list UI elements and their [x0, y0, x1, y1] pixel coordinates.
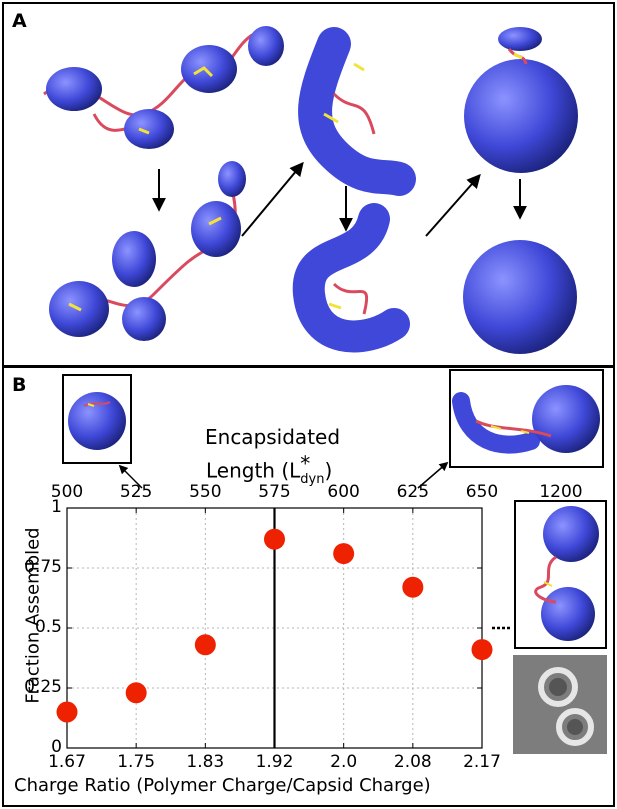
y-tick-label: 0.5: [34, 617, 62, 637]
top-axis-title-sub: dyn: [300, 471, 325, 487]
top-tick-label: 575: [258, 482, 291, 502]
capsid-image: [68, 392, 126, 450]
y-tick-label: 0.25: [24, 677, 62, 697]
top-tick-label: 525: [119, 482, 153, 502]
y-axis-title: Fraction Assembled: [22, 527, 44, 704]
top-axis-title-sup: *: [300, 451, 311, 475]
top-tick-label: 600: [327, 482, 360, 502]
x-tick-label: 1.67: [48, 752, 86, 772]
panel-a-label: A: [12, 10, 27, 32]
two-capsids-image: [534, 506, 599, 641]
x-tick-label: 1.83: [186, 752, 225, 772]
y-tick-label: 0: [51, 737, 62, 757]
top-tick-label: 625: [396, 482, 430, 502]
x-axis-title: Charge Ratio (Polymer Charge/Capsid Char…: [14, 775, 431, 796]
stage-near-complete: [292, 203, 410, 353]
y-tick-label: 0.75: [24, 557, 62, 577]
micrograph-image: [513, 655, 607, 754]
y-tick-label: 1: [51, 497, 62, 517]
top-tick-label: 500: [50, 482, 84, 502]
x-tick-label: 2.17: [463, 752, 501, 772]
data-point: [56, 701, 78, 723]
top-axis-title-line2: Length (L*dyn): [206, 451, 332, 487]
top-extra-tick-label: 1200: [539, 482, 583, 502]
inset-two-capsids: [514, 500, 607, 649]
data-point: [402, 576, 424, 598]
top-axis-title-suffix: ): [324, 458, 333, 483]
data-point: [333, 543, 355, 565]
stage-closing-capsid: [464, 27, 578, 173]
stage-partial-clusters: [49, 161, 246, 341]
panel-a: A: [2, 2, 615, 367]
data-point: [264, 528, 285, 550]
x-tick-label: 1.92: [255, 752, 294, 772]
data-point: [194, 634, 216, 656]
assembly-pathway-illustration: [43, 26, 578, 354]
panel-b-label: B: [12, 374, 27, 396]
data-point: [471, 639, 493, 661]
x-tick-label: 1.75: [117, 752, 156, 772]
inset-malformed-structure: [449, 369, 604, 468]
stage-complete-capsid: [463, 240, 577, 354]
top-tick-label: 650: [465, 482, 499, 502]
x-tick-label: 2.08: [393, 752, 432, 772]
x-tick-label: 2.0: [330, 752, 358, 772]
top-axis-title-prefix: Length (L: [206, 458, 301, 483]
data-point: [125, 682, 147, 704]
stage-growing-shell: [298, 27, 416, 196]
stage-dispersed-capsomers: [43, 26, 284, 149]
top-tick-label: 550: [189, 482, 222, 502]
inset-complete-capsid: [62, 374, 132, 464]
malformed-image: [452, 385, 600, 454]
top-axis-title-line1: Encapsidated: [205, 425, 341, 449]
